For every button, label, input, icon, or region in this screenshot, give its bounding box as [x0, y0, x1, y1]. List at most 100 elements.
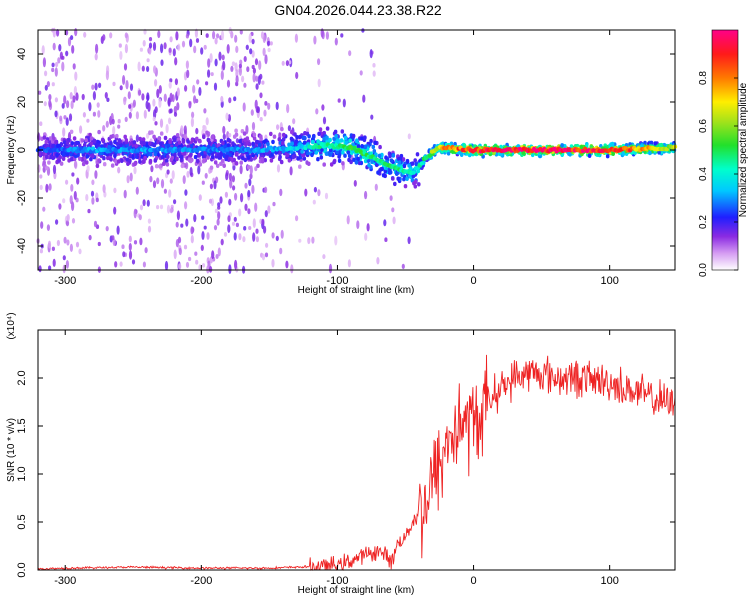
spectrogram-cell: [339, 138, 344, 143]
spectrogram-cell: [51, 155, 55, 161]
spectrogram-cell: [198, 264, 202, 271]
spectrogram-cell: [192, 84, 196, 94]
spectrogram-cell: [120, 158, 124, 163]
spectrogram-cell: [356, 156, 360, 162]
spectrogram-cell: [213, 160, 218, 165]
spectrogram-cell: [410, 161, 415, 166]
spectrogram-cell: [148, 152, 153, 157]
spectrogram-cell: [61, 156, 66, 161]
spectrogram-cell: [183, 244, 188, 250]
spectrogram-cell: [239, 164, 243, 175]
spectrogram-cell: [412, 181, 416, 186]
spectrogram-cell: [255, 75, 259, 82]
spectrogram-cell: [88, 102, 92, 112]
spectrogram-cell: [234, 152, 239, 157]
spectrogram-cell: [280, 229, 284, 239]
spectrogram-cell: [158, 164, 162, 169]
spectrogram-cell: [239, 59, 243, 65]
spectrogram-cell: [264, 186, 268, 193]
spectrogram-cell: [119, 142, 123, 148]
spectrogram-cell: [52, 258, 56, 267]
spectrogram-cell: [139, 237, 143, 246]
spectrogram-cell: [281, 60, 285, 66]
spectrogram-cell: [184, 85, 188, 92]
spectrogram-cell: [193, 154, 198, 160]
colorbar-gradient: [711, 29, 739, 271]
spectrogram-cell: [73, 153, 78, 159]
spectrogram-cell: [205, 117, 209, 126]
spectrogram-cell: [129, 172, 133, 182]
spectrogram-cell: [62, 127, 66, 137]
spectrogram-cell: [291, 154, 296, 160]
spectrogram-cell: [206, 155, 210, 160]
spectrogram-cell: [246, 155, 251, 160]
spectrogram-cell: [133, 208, 137, 219]
spectrogram-cell: [69, 157, 74, 162]
spectrogram-cell: [46, 81, 51, 87]
spectrogram-cell: [147, 225, 152, 233]
y-tick-label: 0: [16, 147, 28, 153]
spectrogram-cell: [54, 140, 58, 145]
spectrogram-cell: [81, 93, 85, 101]
spectrogram-cell: [217, 211, 221, 220]
spectrogram-cell: [242, 131, 247, 136]
spectrogram-cell: [396, 176, 401, 181]
spectrogram-cell: [220, 95, 224, 103]
spectrogram-cell: [168, 189, 172, 198]
spectrogram-cell: [307, 161, 311, 166]
spectrogram-cell: [58, 155, 62, 160]
spectrogram-cell: [195, 127, 199, 135]
spectrogram-cell: [414, 162, 419, 167]
spectrogram-cell: [62, 140, 67, 145]
colorbar-tick-label: 0.4: [698, 167, 709, 181]
spectrogram-cell: [195, 158, 200, 164]
spectrogram-cell: [129, 83, 134, 91]
spectrogram-cell: [304, 188, 308, 197]
spectrogram-cell: [392, 216, 396, 225]
spectrogram-cell: [247, 165, 251, 170]
spectrogram-cell: [183, 134, 188, 140]
spectrogram-cell: [203, 125, 207, 132]
spectrogram-cell: [351, 133, 356, 139]
spectrogram-y-axis-label: Frequency (Hz): [6, 116, 17, 185]
spectrogram-cell: [189, 144, 194, 149]
spectrogram-cell: [238, 139, 242, 144]
spectrogram-cell: [173, 105, 177, 115]
spectrogram-cell: [178, 247, 182, 256]
spectrogram-cell: [249, 173, 253, 180]
spectrogram-cell: [213, 82, 218, 91]
spectrogram-cell: [560, 143, 564, 148]
spectrogram-cell: [227, 224, 231, 234]
spectrogram-cell: [228, 172, 232, 181]
spectrogram-cell: [257, 142, 262, 148]
spectrogram-cell: [610, 141, 615, 147]
chart-title: GN04.2026.044.23.38.R22: [274, 2, 442, 18]
spectrogram-cell: [44, 84, 48, 91]
spectrogram-cell: [280, 140, 285, 146]
spectrogram-cell: [346, 150, 351, 155]
spectrogram-cell: [302, 156, 307, 161]
spectrogram-cell: [264, 252, 269, 258]
colorbar-tick-label: 0.6: [698, 119, 709, 133]
spectrogram-cell: [171, 170, 175, 180]
spectrogram-cell: [446, 151, 451, 156]
spectrogram-cell: [226, 131, 230, 140]
spectrogram-cell: [346, 215, 350, 225]
spectrogram-cell: [118, 139, 122, 144]
spectrogram-cell: [138, 89, 142, 96]
spectrogram-cell: [61, 61, 65, 72]
spectrogram-cell: [252, 67, 256, 74]
spectrogram-cell: [126, 175, 130, 184]
spectrogram-cell: [228, 264, 232, 275]
spectrogram-cell: [84, 138, 88, 143]
spectrogram-cell: [154, 121, 158, 126]
spectrogram-cell: [381, 173, 386, 178]
spectrogram-cell: [83, 31, 87, 38]
spectrogram-cell: [85, 154, 90, 159]
spectrogram-cell: [356, 220, 360, 230]
spectrogram-cell: [264, 210, 268, 218]
spectrogram-cell: [148, 37, 153, 42]
spectrogram-cell: [405, 176, 409, 181]
spectrogram-cell: [413, 158, 418, 163]
spectrogram-cell: [173, 152, 177, 158]
